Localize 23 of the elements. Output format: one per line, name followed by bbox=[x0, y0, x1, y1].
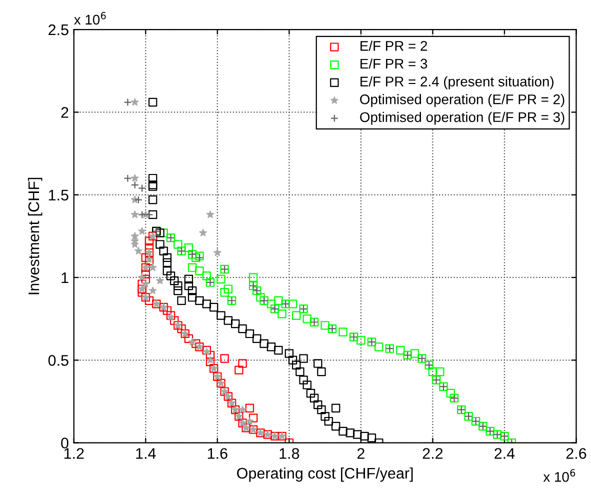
y-tick-label: 0 bbox=[61, 438, 68, 448]
x-tick-label: 1.2 bbox=[64, 448, 84, 459]
x-tick-label: 2.4 bbox=[494, 448, 515, 459]
legend-label: Optimised operation (E/F PR = 2) bbox=[360, 94, 564, 108]
legend-label: Optimised operation (E/F PR = 3) bbox=[360, 112, 564, 125]
legend-label: E/F PR = 2 bbox=[360, 40, 428, 51]
legend-label: E/F PR = 2.4 (present situation) bbox=[360, 76, 554, 90]
x-axis-title: Operating cost [CHF/year] bbox=[237, 467, 413, 482]
text: x 10$^{6}$ bbox=[74, 12, 106, 25]
y-axis-title: Investment [CHF] bbox=[28, 178, 42, 294]
y-tick-label: 1 bbox=[62, 272, 68, 284]
y-tick-label: 2 bbox=[61, 107, 68, 118]
y-tick-label: 1.5 bbox=[48, 190, 68, 201]
x-tick-label: 2.2 bbox=[422, 448, 443, 459]
y-tick-label: 2.5 bbox=[48, 24, 68, 36]
text: x 10$^{6}$ bbox=[543, 469, 576, 482]
x-tick-label: 1.6 bbox=[208, 448, 228, 459]
x-tick-label: 2.6 bbox=[566, 448, 586, 459]
x-tick-label: 1.8 bbox=[280, 448, 300, 459]
x-tick-label: 1.4 bbox=[136, 448, 156, 459]
legend-label: E/F PR = 3 bbox=[360, 58, 428, 69]
x-tick-label: 2 bbox=[357, 448, 364, 459]
y-tick-label: 0.5 bbox=[48, 355, 68, 366]
